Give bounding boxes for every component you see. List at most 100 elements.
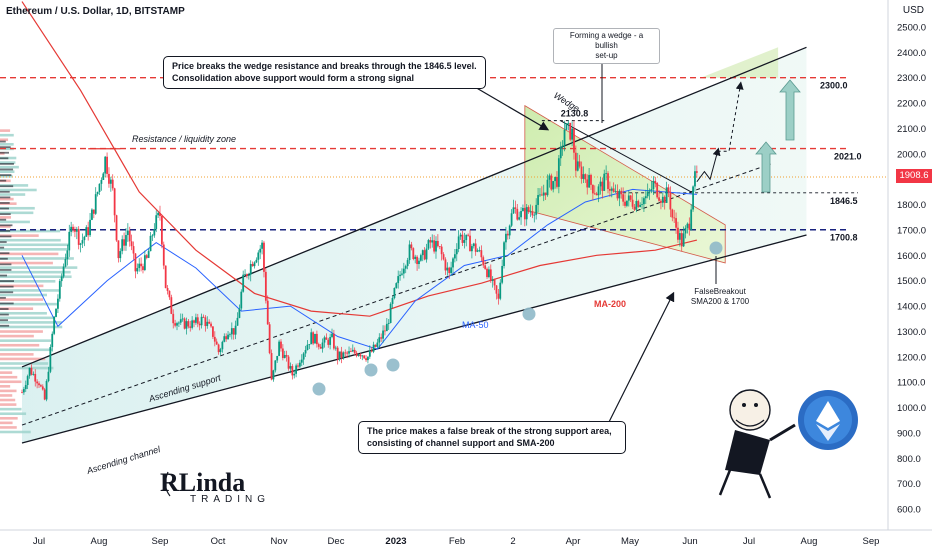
touch-point-marker bbox=[312, 382, 326, 396]
candle-body bbox=[72, 226, 74, 230]
touch-point-marker bbox=[522, 307, 536, 321]
candle-body bbox=[111, 179, 114, 189]
false-break-line2: SMA200 & 1700 bbox=[690, 297, 750, 306]
candle-body bbox=[62, 266, 65, 277]
y-tick-label: 900.0 bbox=[897, 428, 921, 439]
candle-body bbox=[149, 235, 152, 252]
candle-body bbox=[109, 179, 112, 184]
candle-body bbox=[427, 240, 430, 249]
candle-body bbox=[620, 190, 623, 195]
candle-body bbox=[306, 344, 309, 351]
candle-body bbox=[55, 308, 57, 317]
candle-body bbox=[125, 235, 127, 246]
candle-body bbox=[552, 181, 555, 190]
candle-body bbox=[372, 344, 375, 352]
volume-profile-node bbox=[0, 213, 11, 216]
chart-title: Ethereum / U.S. Dollar, 1D, BITSTAMP bbox=[6, 6, 185, 17]
candle-body bbox=[329, 336, 332, 345]
candle-body bbox=[610, 188, 613, 191]
channel-bottom-line bbox=[21, 234, 807, 444]
candle-body bbox=[486, 268, 488, 278]
candle-body bbox=[597, 186, 600, 196]
candle-body bbox=[60, 276, 63, 282]
volume-profile-bar bbox=[0, 229, 61, 233]
candle-body bbox=[584, 174, 587, 180]
volume-profile-bar bbox=[0, 193, 26, 196]
candle-body bbox=[291, 366, 294, 376]
touch-point-marker bbox=[709, 241, 723, 255]
candle-body bbox=[489, 269, 492, 282]
candle-body bbox=[145, 255, 148, 258]
candle-body bbox=[212, 326, 214, 337]
volume-profile-bar bbox=[0, 302, 59, 306]
volume-profile-bar bbox=[0, 316, 56, 320]
candle-body bbox=[429, 240, 432, 243]
x-tick-label: Apr bbox=[566, 536, 581, 547]
candle-body bbox=[312, 332, 315, 344]
candle-body bbox=[565, 123, 568, 130]
candle-body bbox=[100, 179, 103, 184]
candle-body bbox=[680, 233, 683, 247]
candle-body bbox=[189, 326, 192, 328]
volume-profile-bar bbox=[0, 275, 72, 279]
candle-body bbox=[678, 233, 681, 240]
volume-profile-bar bbox=[0, 197, 14, 201]
wedge-note-line1: Forming a wedge - a bullish bbox=[569, 31, 644, 50]
x-tick-label: May bbox=[621, 536, 639, 547]
candle-body bbox=[202, 316, 205, 318]
candle-body bbox=[482, 257, 485, 266]
volume-profile-node bbox=[0, 168, 14, 171]
candle-body bbox=[516, 208, 519, 220]
volume-profile-node bbox=[0, 291, 14, 294]
volume-profile-bar bbox=[0, 248, 67, 251]
callout-bottom: The price makes a false break of the str… bbox=[358, 421, 626, 455]
candle-body bbox=[652, 180, 655, 190]
candle-body bbox=[187, 321, 190, 327]
level-label-1846.5: 1846.5 bbox=[830, 196, 858, 206]
candle-body bbox=[416, 256, 418, 265]
candle-body bbox=[559, 146, 562, 159]
candle-body bbox=[164, 265, 167, 288]
candle-body bbox=[608, 188, 611, 191]
level-label-1700.8: 1700.8 bbox=[830, 233, 858, 243]
candle-body bbox=[542, 192, 545, 196]
candle-body bbox=[264, 271, 267, 301]
candle-body bbox=[418, 260, 420, 265]
x-tick-label: Aug bbox=[91, 536, 108, 547]
candle-body bbox=[247, 274, 250, 277]
callout-bottom-line1: The price makes a false break of the str… bbox=[367, 426, 612, 436]
candle-body bbox=[191, 320, 194, 328]
candle-body bbox=[643, 198, 645, 205]
volume-profile-bar bbox=[0, 293, 47, 297]
candles bbox=[21, 120, 698, 402]
volume-profile-node bbox=[0, 280, 14, 282]
candle-body bbox=[232, 328, 235, 335]
candle-body bbox=[523, 207, 526, 220]
candle-body bbox=[438, 246, 441, 247]
candle-body bbox=[399, 274, 401, 277]
candle-body bbox=[474, 243, 477, 252]
y-tick-label: 600.0 bbox=[897, 505, 921, 516]
target-arrow-1 bbox=[755, 141, 777, 193]
candle-body bbox=[24, 385, 27, 390]
candle-body bbox=[423, 250, 426, 260]
candle-body bbox=[74, 229, 76, 232]
candle-body bbox=[471, 246, 473, 252]
candle-body bbox=[242, 274, 245, 292]
y-tick-label: 1500.0 bbox=[897, 276, 926, 287]
candle-body bbox=[170, 297, 173, 314]
candle-body bbox=[588, 174, 591, 188]
cartoon-body bbox=[725, 430, 770, 475]
volume-profile-node bbox=[0, 257, 8, 260]
cartoon-eye-left bbox=[742, 403, 746, 407]
volume-profile-node bbox=[0, 252, 10, 255]
candle-body bbox=[639, 204, 642, 207]
wedge-note-line2: set-up bbox=[595, 51, 618, 60]
volume-profile-bar bbox=[0, 412, 27, 416]
candle-body bbox=[96, 191, 99, 195]
candle-body bbox=[121, 239, 124, 252]
volume-profile-bar bbox=[0, 206, 35, 210]
brand-logo: RLinda TRADING bbox=[160, 468, 270, 505]
candle-body bbox=[614, 190, 617, 192]
